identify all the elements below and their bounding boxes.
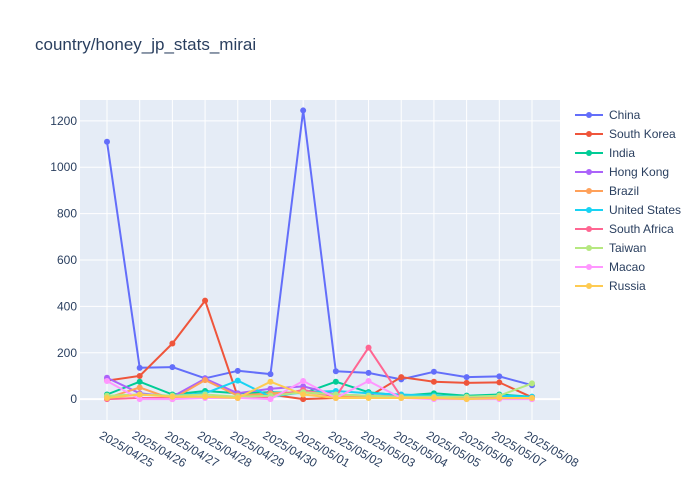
data-point[interactable] <box>300 396 307 403</box>
x-axis: 2025/04/252025/04/262025/04/272025/04/28… <box>97 428 581 470</box>
data-point[interactable] <box>136 384 143 391</box>
legend-swatch-marker <box>586 264 592 270</box>
data-point[interactable] <box>332 378 339 385</box>
chart-title: country/honey_jp_stats_mirai <box>35 35 256 54</box>
legend-item[interactable]: Brazil <box>575 184 639 198</box>
legend-label: Macao <box>609 260 645 274</box>
y-tick-label: 1200 <box>50 114 77 128</box>
legend-item[interactable]: Macao <box>575 260 645 274</box>
legend-swatch-marker <box>586 283 592 289</box>
y-axis: 0 200 400 600 800 1000 1200 <box>50 114 77 406</box>
data-point[interactable] <box>104 378 110 385</box>
y-tick-label: 400 <box>57 299 77 313</box>
legend-item[interactable]: China <box>575 108 641 122</box>
legend-label: China <box>609 108 641 122</box>
data-point[interactable] <box>169 364 176 371</box>
legend-label: Brazil <box>609 184 639 198</box>
data-point[interactable] <box>136 396 143 403</box>
legend-label: Russia <box>609 279 646 293</box>
data-point[interactable] <box>234 394 241 401</box>
legend-swatch-marker <box>586 112 592 118</box>
data-point[interactable] <box>300 107 307 114</box>
data-point[interactable] <box>136 364 143 371</box>
data-point[interactable] <box>430 394 437 401</box>
data-point[interactable] <box>267 378 274 385</box>
series-russia <box>104 378 535 403</box>
legend-label: Hong Kong <box>609 165 669 179</box>
legend-label: South Korea <box>609 127 676 141</box>
data-point[interactable] <box>104 394 110 401</box>
legend-label: United States <box>609 203 681 217</box>
data-point[interactable] <box>398 394 405 401</box>
data-point[interactable] <box>202 377 209 384</box>
legend-label: India <box>609 146 635 160</box>
y-tick-label: 800 <box>57 207 77 221</box>
legend-item[interactable]: Taiwan <box>575 241 646 255</box>
data-point[interactable] <box>267 396 274 403</box>
data-point[interactable] <box>496 394 503 401</box>
y-tick-label: 200 <box>57 346 77 360</box>
legend-item[interactable]: South Africa <box>575 222 674 236</box>
legend-item[interactable]: Hong Kong <box>575 165 669 179</box>
data-point[interactable] <box>300 391 307 398</box>
data-point[interactable] <box>529 380 535 387</box>
data-point[interactable] <box>202 393 209 400</box>
data-point[interactable] <box>300 378 307 385</box>
data-point[interactable] <box>463 396 470 403</box>
data-point[interactable] <box>365 394 372 401</box>
series-line <box>106 109 533 387</box>
legend[interactable]: China South Korea India Hong Kong Brazil Unit… <box>575 108 681 293</box>
legend-swatch-marker <box>586 150 592 156</box>
data-point[interactable] <box>496 373 503 380</box>
data-point[interactable] <box>365 369 372 376</box>
legend-item[interactable]: India <box>575 146 635 160</box>
legend-swatch-marker <box>586 188 592 194</box>
data-point[interactable] <box>234 367 241 374</box>
data-point[interactable] <box>104 138 110 145</box>
y-tick-label: 0 <box>70 392 77 406</box>
data-point[interactable] <box>136 391 143 398</box>
data-point[interactable] <box>202 297 209 304</box>
data-point[interactable] <box>267 371 274 378</box>
series-line <box>106 382 533 398</box>
legend-swatch-marker <box>586 207 592 213</box>
data-point[interactable] <box>463 374 470 381</box>
data-point[interactable] <box>332 368 339 375</box>
legend-swatch-marker <box>586 131 592 137</box>
data-point[interactable] <box>463 379 470 386</box>
legend-swatch-marker <box>586 226 592 232</box>
legend-item[interactable]: South Korea <box>575 127 676 141</box>
series-china <box>104 107 535 389</box>
data-point[interactable] <box>496 379 503 386</box>
data-point[interactable] <box>365 378 372 385</box>
data-point[interactable] <box>169 340 176 347</box>
data-point[interactable] <box>430 378 437 385</box>
data-point[interactable] <box>529 394 535 401</box>
legend-label: South Africa <box>609 222 674 236</box>
data-point[interactable] <box>332 394 339 401</box>
data-point[interactable] <box>234 377 241 384</box>
data-point[interactable] <box>136 378 143 385</box>
legend-label: Taiwan <box>609 241 646 255</box>
data-point[interactable] <box>136 372 143 379</box>
legend-swatch-marker <box>586 245 592 251</box>
series-layer <box>104 107 535 403</box>
y-tick-label: 600 <box>57 253 77 267</box>
legend-swatch-marker <box>586 169 592 175</box>
data-point[interactable] <box>430 368 437 375</box>
data-point[interactable] <box>169 393 176 400</box>
data-point[interactable] <box>267 385 274 392</box>
legend-item[interactable]: United States <box>575 203 681 217</box>
data-point[interactable] <box>398 374 405 381</box>
series-line <box>106 380 532 401</box>
series-line <box>106 299 533 401</box>
data-point[interactable] <box>365 344 372 351</box>
legend-item[interactable]: Russia <box>575 279 646 293</box>
y-tick-label: 1000 <box>50 160 77 174</box>
